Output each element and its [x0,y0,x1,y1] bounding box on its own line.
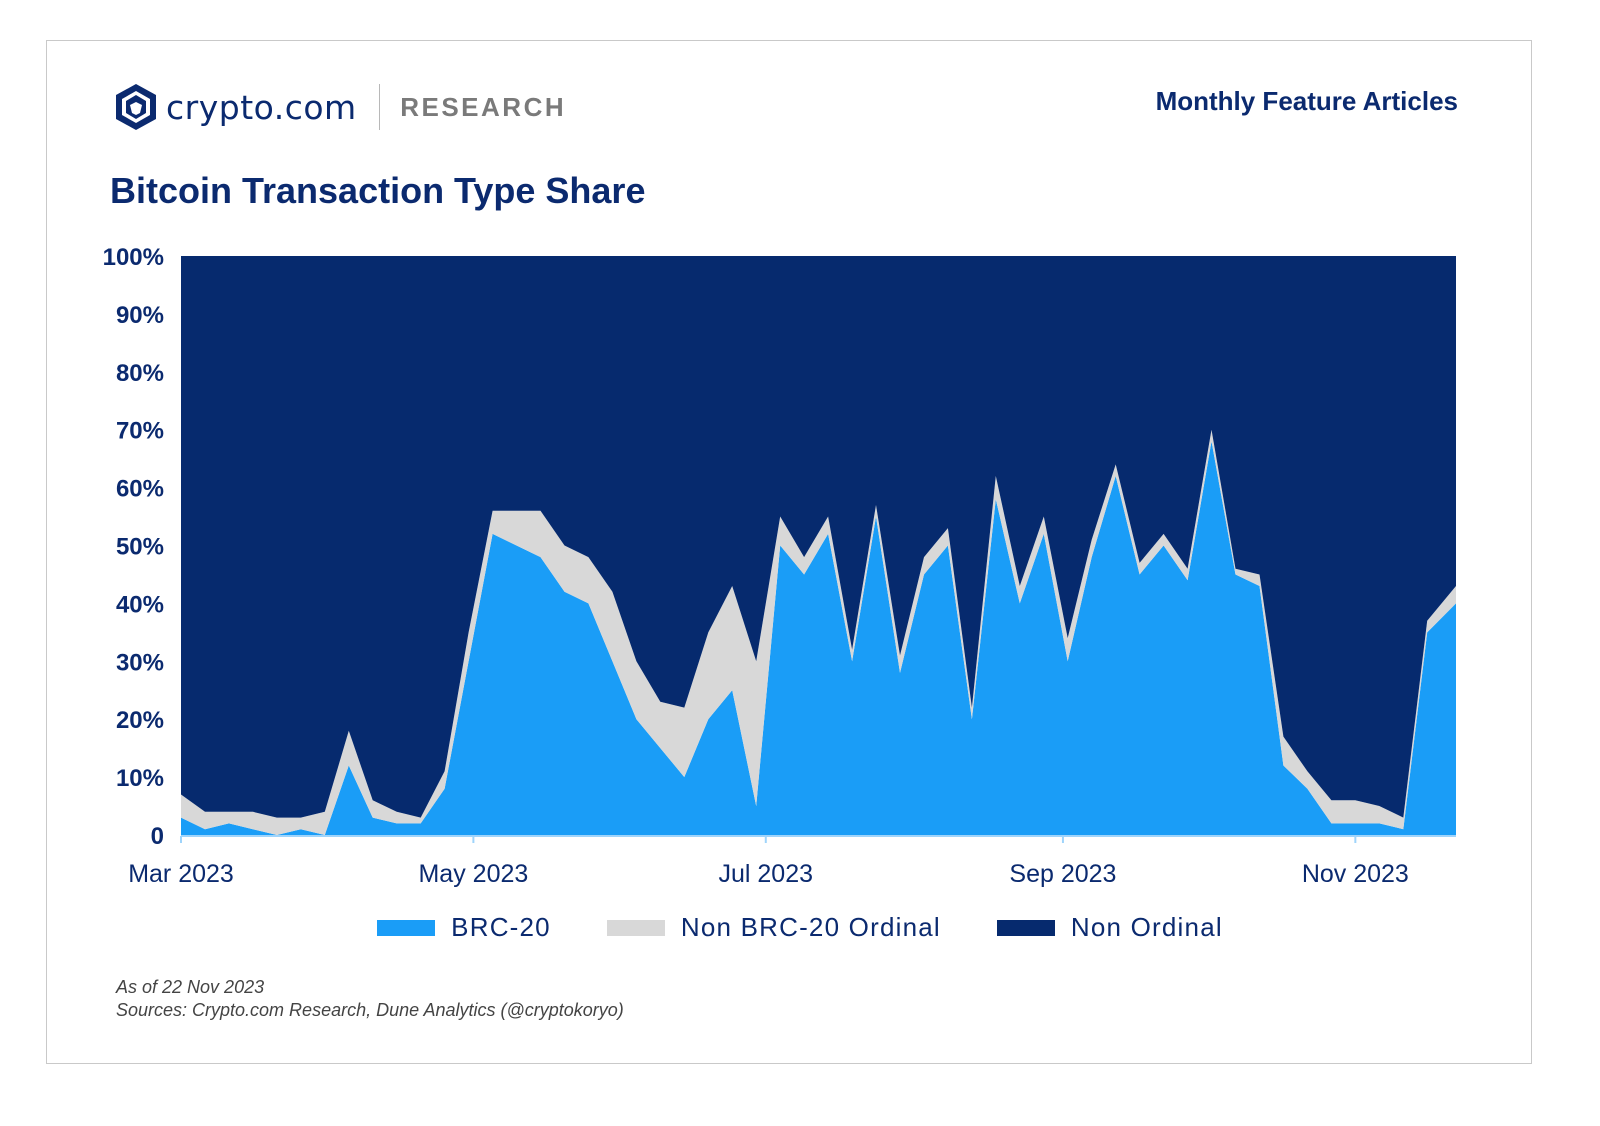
crypto-com-logo-icon [116,84,156,130]
legend-item-non-ordinal: Non Ordinal [996,912,1223,943]
y-tick-label: 80% [116,360,164,387]
brand-header: crypto.com RESEARCH [114,82,566,132]
plot-area [181,256,1456,837]
legend-item-non-brc20-ordinal: Non BRC-20 Ordinal [606,912,941,943]
y-tick-label: 20% [116,707,164,734]
area-series-brc-20 [181,441,1456,835]
area-series-non-ordinal [181,256,1456,818]
legend-swatch-non-ordinal [996,919,1055,936]
y-tick-label: 10% [116,765,164,792]
y-tick-label: 100% [103,244,164,271]
area-series-non-brc-20-ordinal [181,429,1456,835]
y-axis: 0 10% 20% 30% 40% 50% 60% 70% 80% 90% 100% [103,244,164,850]
x-axis: Mar 2023 May 2023 Jul 2023 Sep 2023 Nov 2023 [128,836,1409,888]
y-tick-label: 30% [116,649,164,676]
chart-title: Bitcoin Transaction Type Share [110,170,646,211]
sources-note: Sources: Crypto.com Research, Dune Analy… [116,1000,624,1020]
brand-divider [378,84,381,130]
y-tick-label: 50% [116,534,164,561]
legend-item-brc20: BRC-20 [377,912,551,943]
y-tick-label: 0 [151,823,164,850]
series-label: Monthly Feature Articles [1155,86,1458,116]
y-tick-label: 60% [116,476,164,503]
y-tick-label: 40% [116,591,164,618]
y-tick-label: 90% [116,302,164,329]
legend-label-brc20: BRC-20 [451,912,551,942]
legend-label-non-brc20-ordinal: Non BRC-20 Ordinal [680,912,941,942]
x-tick-label: Sep 2023 [1009,860,1116,888]
brand-name: crypto.com [166,87,357,127]
x-tick-label: Nov 2023 [1302,860,1409,888]
chart-card-frame [46,40,1532,1064]
x-tick-label: Jul 2023 [719,860,814,888]
y-tick-label: 70% [116,418,164,445]
x-tick-label: May 2023 [418,860,528,888]
brand-section: RESEARCH [400,91,567,122]
as-of-note: As of 22 Nov 2023 [116,977,265,997]
legend: BRC-20 Non BRC-20 Ordinal Non Ordinal [0,912,1600,943]
x-tick-label: Mar 2023 [128,860,234,888]
legend-swatch-non-brc20-ordinal [606,919,665,936]
legend-label-non-ordinal: Non Ordinal [1070,912,1223,942]
legend-swatch-brc20 [377,919,436,936]
